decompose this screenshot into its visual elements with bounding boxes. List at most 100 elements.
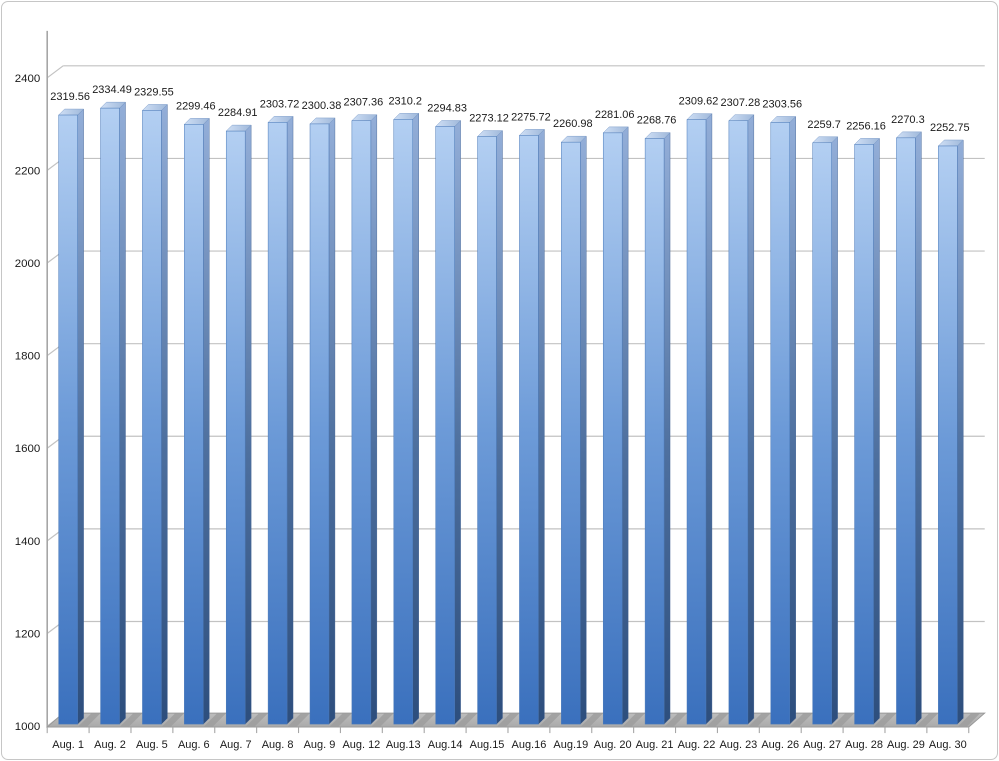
bar-side-face — [244, 124, 252, 725]
bar-value-label: 2307.28 — [721, 97, 761, 109]
bar — [58, 114, 78, 725]
bar-value-label: 2256.16 — [846, 120, 886, 132]
bar — [267, 122, 288, 725]
x-axis-label: Aug. 23 — [719, 739, 757, 751]
bar-side-face — [203, 117, 210, 725]
bar-side-face — [831, 136, 838, 725]
x-axis-label: Aug. 22 — [678, 739, 716, 751]
bar-side-face — [663, 132, 671, 725]
bar-shadow — [622, 713, 646, 728]
x-axis-label: Aug. 21 — [636, 739, 674, 751]
bar-value-label: 2319.56 — [50, 91, 90, 103]
bar-side-face — [705, 113, 713, 725]
x-axis-label: Aug. 2 — [94, 739, 126, 751]
y-axis-label: 1400 — [15, 536, 40, 548]
x-axis-label: Aug. 28 — [845, 739, 883, 751]
y-axis-label: 1000 — [15, 721, 40, 733]
bar-value-label: 2334.49 — [92, 84, 132, 96]
bar — [854, 144, 874, 725]
bar-side-face — [957, 139, 964, 725]
bar-shadow — [161, 713, 185, 728]
bar-shadow — [747, 713, 771, 728]
bar-value-label: 2259.7 — [807, 119, 841, 131]
x-axis-label: Aug.16 — [512, 739, 547, 751]
bar-side-face — [370, 114, 378, 725]
y-axis-label: 2200 — [15, 165, 40, 177]
bar-value-label: 2275.72 — [511, 111, 551, 123]
x-axis-label: Aug. 27 — [803, 739, 841, 751]
bar — [100, 107, 120, 725]
bar-shadow — [705, 713, 729, 728]
y-axis-label: 1800 — [15, 351, 40, 363]
bar-shadow — [454, 713, 478, 728]
bar-shadow — [77, 713, 101, 728]
x-axis-label: Aug.14 — [428, 739, 463, 751]
bar-value-label: 2329.55 — [134, 86, 174, 98]
bar-side-face — [580, 135, 587, 725]
bar-shadow — [664, 713, 688, 728]
bar — [225, 130, 246, 725]
y-axis-label: 1600 — [15, 443, 40, 455]
bar-side-face — [77, 108, 84, 725]
bar-side-face — [119, 101, 126, 725]
bar-shadow — [873, 713, 897, 728]
x-axis-label: Aug. 6 — [178, 739, 210, 751]
x-axis-label: Aug. 5 — [136, 739, 168, 751]
bar-value-label: 2303.72 — [260, 98, 300, 110]
bar-side-face — [747, 114, 755, 725]
bar — [812, 142, 832, 725]
x-axis-label: Aug. 8 — [262, 739, 294, 751]
x-axis-label: Aug.19 — [553, 739, 588, 751]
bar-side-face — [621, 126, 629, 725]
bar-side-face — [412, 112, 419, 725]
bar — [728, 120, 749, 725]
bar-shadow — [287, 713, 311, 728]
bar — [602, 132, 623, 725]
bar-shadow — [203, 713, 227, 728]
bar — [644, 138, 665, 725]
bar-value-label: 2303.56 — [762, 98, 802, 110]
bar-value-label: 2281.06 — [595, 109, 635, 121]
bar-shadow — [831, 713, 855, 728]
bar — [184, 124, 204, 725]
bar — [435, 126, 455, 725]
bar-value-label: 2300.38 — [302, 100, 342, 112]
bar-value-label: 2307.36 — [344, 97, 384, 109]
bar — [142, 110, 162, 725]
bar-side-face — [286, 115, 294, 725]
bar-side-face — [915, 131, 922, 725]
bar — [309, 123, 330, 725]
bar — [896, 137, 916, 725]
bar-side-face — [873, 137, 880, 725]
bar-shadow — [370, 713, 394, 728]
bar-value-label: 2310.2 — [388, 95, 422, 107]
gridline-connector — [46, 65, 64, 79]
x-axis-label: Aug. 29 — [887, 739, 925, 751]
y-axis-label: 2400 — [15, 73, 40, 85]
bar — [351, 120, 372, 725]
bar-value-label: 2309.62 — [679, 96, 719, 108]
bar — [686, 119, 707, 725]
bar-value-label: 2294.83 — [427, 103, 467, 115]
bar-side-face — [161, 103, 168, 725]
bar-value-label: 2268.76 — [637, 115, 677, 127]
x-axis-label: Aug. 9 — [304, 739, 336, 751]
bar-side-face — [789, 115, 796, 725]
bar-side-face — [496, 130, 503, 725]
bar — [519, 135, 539, 725]
bar — [561, 141, 581, 725]
bar-shadow — [119, 713, 143, 728]
bar-value-label: 2260.98 — [553, 118, 593, 130]
bar-shadow — [538, 713, 562, 728]
x-axis-label: Aug. 1 — [52, 739, 84, 751]
x-axis-label: Aug. 12 — [342, 739, 380, 751]
bar-side-face — [538, 128, 545, 725]
bar-value-label: 2273.12 — [469, 113, 509, 125]
bar-side-face — [328, 117, 336, 725]
bar-shadow — [328, 713, 352, 728]
bar-value-label: 2252.75 — [930, 122, 970, 134]
bar — [477, 136, 497, 725]
bar-shadow — [496, 713, 520, 728]
bar-value-label: 2299.46 — [176, 100, 216, 112]
